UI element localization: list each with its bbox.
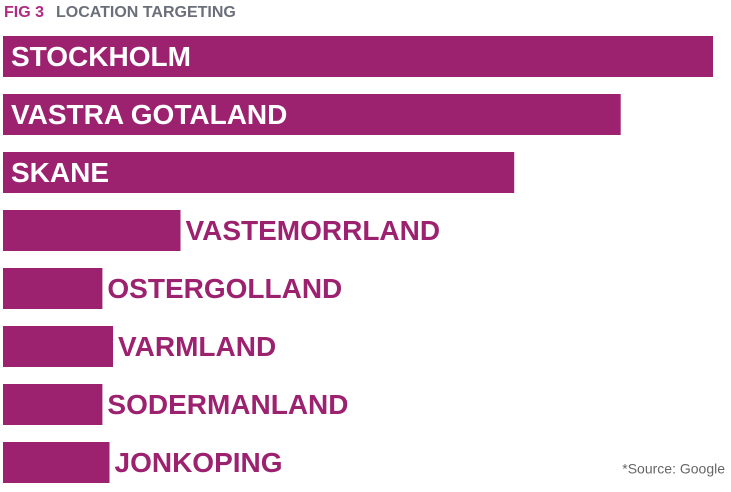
- bar: [3, 268, 103, 309]
- bar-label: SKANE: [11, 157, 109, 188]
- bar: [3, 36, 713, 77]
- bar-label: VARMLAND: [118, 331, 276, 362]
- source-note: *Source: Google: [622, 461, 725, 477]
- bar-label: JONKOPING: [115, 447, 283, 478]
- bar-label: STOCKHOLM: [11, 41, 191, 72]
- bar: [3, 384, 103, 425]
- bar-label: OSTERGOLLAND: [107, 273, 342, 304]
- bar-label: SODERMANLAND: [107, 389, 348, 420]
- chart-title: LOCATION TARGETING: [56, 4, 236, 21]
- bar: [3, 210, 181, 251]
- bar: [3, 152, 515, 193]
- bar-label: VASTEMORRLAND: [186, 215, 441, 246]
- figure-label: FIG 3: [4, 4, 44, 21]
- bar: [3, 442, 110, 483]
- bar: [3, 94, 621, 135]
- bar-label: VASTRA GOTALAND: [11, 99, 287, 130]
- bar: [3, 326, 114, 367]
